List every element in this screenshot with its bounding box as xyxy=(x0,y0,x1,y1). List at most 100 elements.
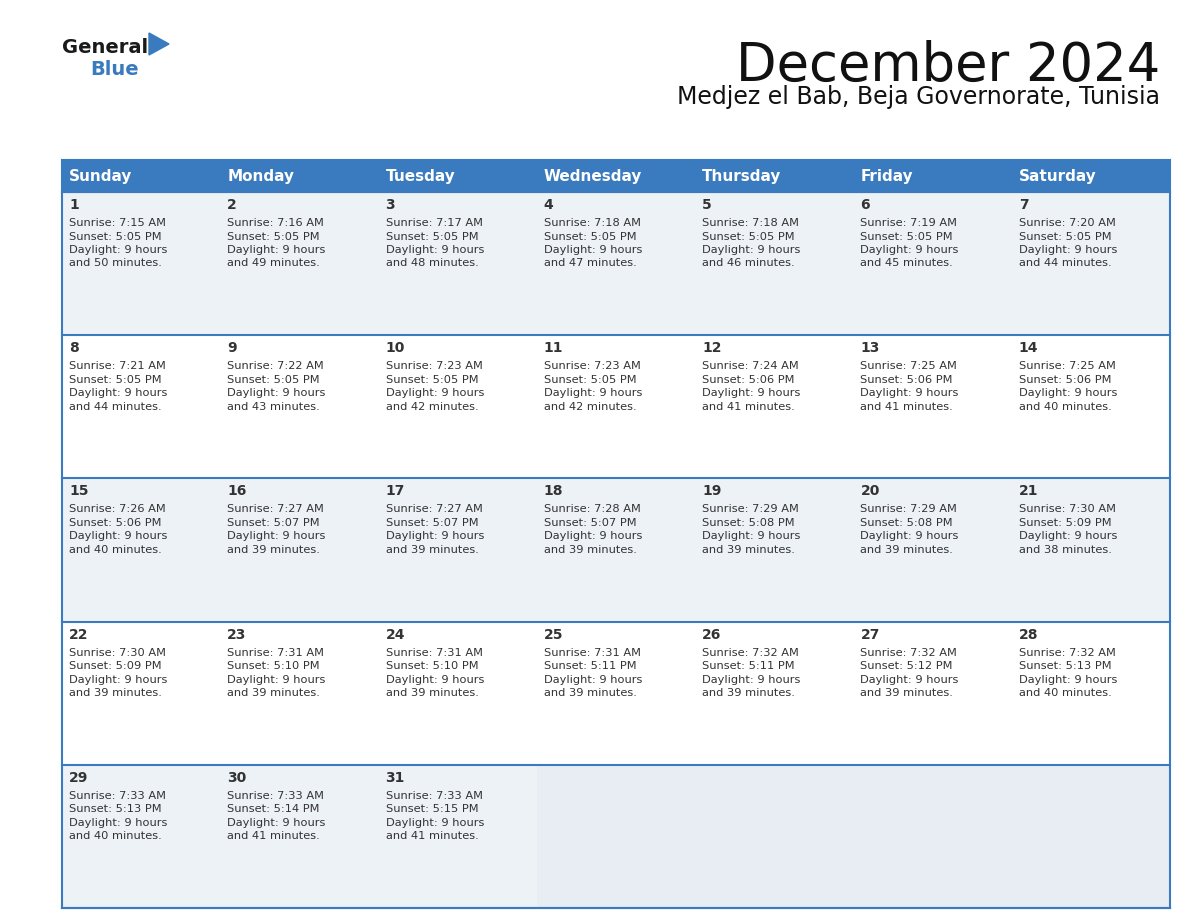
Bar xyxy=(62,160,220,192)
Text: 9: 9 xyxy=(227,341,236,355)
Bar xyxy=(379,160,537,192)
Text: Daylight: 9 hours: Daylight: 9 hours xyxy=(702,675,801,685)
Text: Daylight: 9 hours: Daylight: 9 hours xyxy=(702,388,801,398)
Text: Sunrise: 7:20 AM: Sunrise: 7:20 AM xyxy=(1019,218,1116,228)
Text: 7: 7 xyxy=(1019,198,1029,212)
Text: Daylight: 9 hours: Daylight: 9 hours xyxy=(227,388,326,398)
Text: Sunset: 5:11 PM: Sunset: 5:11 PM xyxy=(544,661,637,671)
Bar xyxy=(1012,765,1170,908)
Bar xyxy=(853,478,1012,621)
Text: 5: 5 xyxy=(702,198,712,212)
Bar xyxy=(695,765,853,908)
Bar xyxy=(220,478,379,621)
Text: Sunrise: 7:15 AM: Sunrise: 7:15 AM xyxy=(69,218,166,228)
Text: Daylight: 9 hours: Daylight: 9 hours xyxy=(227,818,326,828)
Text: Daylight: 9 hours: Daylight: 9 hours xyxy=(1019,245,1117,255)
Text: Sunset: 5:06 PM: Sunset: 5:06 PM xyxy=(69,518,162,528)
Text: Sunset: 5:05 PM: Sunset: 5:05 PM xyxy=(69,375,162,385)
Text: Sunday: Sunday xyxy=(69,169,132,184)
Text: Sunset: 5:14 PM: Sunset: 5:14 PM xyxy=(227,804,320,814)
Text: Sunset: 5:09 PM: Sunset: 5:09 PM xyxy=(69,661,162,671)
Bar xyxy=(537,478,695,621)
Bar xyxy=(1012,478,1170,621)
Text: Sunrise: 7:18 AM: Sunrise: 7:18 AM xyxy=(702,218,800,228)
Text: Sunset: 5:11 PM: Sunset: 5:11 PM xyxy=(702,661,795,671)
Text: and 43 minutes.: and 43 minutes. xyxy=(227,402,320,411)
Text: Daylight: 9 hours: Daylight: 9 hours xyxy=(386,818,484,828)
Text: and 39 minutes.: and 39 minutes. xyxy=(227,545,320,554)
Text: and 39 minutes.: and 39 minutes. xyxy=(702,545,795,554)
Text: Sunrise: 7:32 AM: Sunrise: 7:32 AM xyxy=(702,647,800,657)
Bar xyxy=(695,478,853,621)
Text: and 41 minutes.: and 41 minutes. xyxy=(702,402,795,411)
Text: Sunrise: 7:33 AM: Sunrise: 7:33 AM xyxy=(227,790,324,800)
Text: and 39 minutes.: and 39 minutes. xyxy=(702,688,795,698)
Text: 21: 21 xyxy=(1019,485,1038,498)
Text: and 39 minutes.: and 39 minutes. xyxy=(227,688,320,698)
Text: Daylight: 9 hours: Daylight: 9 hours xyxy=(69,532,168,542)
Text: and 40 minutes.: and 40 minutes. xyxy=(1019,402,1112,411)
Text: and 39 minutes.: and 39 minutes. xyxy=(69,688,162,698)
Text: Sunset: 5:12 PM: Sunset: 5:12 PM xyxy=(860,661,953,671)
Text: Sunset: 5:05 PM: Sunset: 5:05 PM xyxy=(69,231,162,241)
Text: Sunset: 5:05 PM: Sunset: 5:05 PM xyxy=(1019,231,1111,241)
Text: Sunset: 5:05 PM: Sunset: 5:05 PM xyxy=(227,375,320,385)
Text: and 39 minutes.: and 39 minutes. xyxy=(386,545,479,554)
Text: Sunset: 5:06 PM: Sunset: 5:06 PM xyxy=(702,375,795,385)
Text: 19: 19 xyxy=(702,485,721,498)
Bar xyxy=(220,335,379,478)
Bar xyxy=(537,621,695,765)
Text: and 42 minutes.: and 42 minutes. xyxy=(544,402,637,411)
Text: and 41 minutes.: and 41 minutes. xyxy=(386,832,479,841)
Bar xyxy=(379,478,537,621)
Text: Daylight: 9 hours: Daylight: 9 hours xyxy=(386,675,484,685)
Text: and 41 minutes.: and 41 minutes. xyxy=(227,832,320,841)
Bar xyxy=(62,765,220,908)
Text: and 39 minutes.: and 39 minutes. xyxy=(860,545,953,554)
Text: Sunset: 5:05 PM: Sunset: 5:05 PM xyxy=(544,375,637,385)
Text: Sunrise: 7:32 AM: Sunrise: 7:32 AM xyxy=(860,647,958,657)
Text: 2: 2 xyxy=(227,198,238,212)
Text: 23: 23 xyxy=(227,628,247,642)
Text: Daylight: 9 hours: Daylight: 9 hours xyxy=(1019,532,1117,542)
Text: 3: 3 xyxy=(386,198,396,212)
Text: and 46 minutes.: and 46 minutes. xyxy=(702,259,795,268)
Text: 24: 24 xyxy=(386,628,405,642)
Text: and 49 minutes.: and 49 minutes. xyxy=(227,259,320,268)
Text: 29: 29 xyxy=(69,771,88,785)
Text: Sunset: 5:05 PM: Sunset: 5:05 PM xyxy=(227,231,320,241)
Text: Sunrise: 7:25 AM: Sunrise: 7:25 AM xyxy=(1019,361,1116,371)
Bar xyxy=(379,621,537,765)
Text: Daylight: 9 hours: Daylight: 9 hours xyxy=(386,245,484,255)
Bar xyxy=(853,765,1012,908)
Text: Daylight: 9 hours: Daylight: 9 hours xyxy=(69,818,168,828)
Text: Daylight: 9 hours: Daylight: 9 hours xyxy=(544,532,643,542)
Bar xyxy=(379,765,537,908)
Bar xyxy=(1012,160,1170,192)
Text: and 50 minutes.: and 50 minutes. xyxy=(69,259,162,268)
Text: Sunrise: 7:23 AM: Sunrise: 7:23 AM xyxy=(544,361,640,371)
Text: Thursday: Thursday xyxy=(702,169,782,184)
Text: and 47 minutes.: and 47 minutes. xyxy=(544,259,637,268)
Text: Daylight: 9 hours: Daylight: 9 hours xyxy=(1019,675,1117,685)
Text: and 40 minutes.: and 40 minutes. xyxy=(1019,688,1112,698)
Text: Sunrise: 7:29 AM: Sunrise: 7:29 AM xyxy=(702,504,800,514)
Bar xyxy=(220,765,379,908)
Text: Daylight: 9 hours: Daylight: 9 hours xyxy=(69,245,168,255)
Text: General: General xyxy=(62,38,148,57)
Text: Sunset: 5:10 PM: Sunset: 5:10 PM xyxy=(227,661,320,671)
Text: and 41 minutes.: and 41 minutes. xyxy=(860,402,953,411)
Text: Sunset: 5:09 PM: Sunset: 5:09 PM xyxy=(1019,518,1111,528)
Text: Sunrise: 7:17 AM: Sunrise: 7:17 AM xyxy=(386,218,482,228)
Text: and 38 minutes.: and 38 minutes. xyxy=(1019,545,1112,554)
Text: and 39 minutes.: and 39 minutes. xyxy=(860,688,953,698)
Text: Sunrise: 7:29 AM: Sunrise: 7:29 AM xyxy=(860,504,958,514)
Bar xyxy=(379,335,537,478)
Text: Sunrise: 7:24 AM: Sunrise: 7:24 AM xyxy=(702,361,798,371)
Text: Sunrise: 7:32 AM: Sunrise: 7:32 AM xyxy=(1019,647,1116,657)
Text: Sunset: 5:07 PM: Sunset: 5:07 PM xyxy=(544,518,637,528)
Text: Sunrise: 7:31 AM: Sunrise: 7:31 AM xyxy=(227,647,324,657)
Text: Sunrise: 7:22 AM: Sunrise: 7:22 AM xyxy=(227,361,324,371)
Bar xyxy=(1012,765,1170,908)
Text: Sunrise: 7:30 AM: Sunrise: 7:30 AM xyxy=(69,647,166,657)
